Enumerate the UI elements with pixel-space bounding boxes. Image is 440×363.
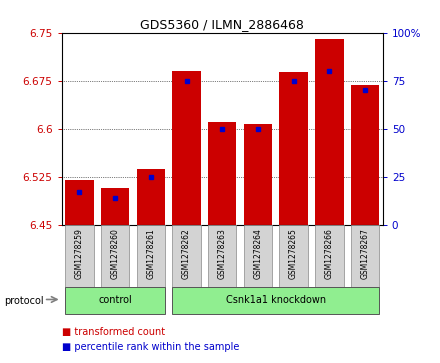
Text: GSM1278260: GSM1278260 <box>110 228 120 279</box>
Bar <box>315 39 344 225</box>
Bar <box>244 225 272 287</box>
Text: ■ transformed count: ■ transformed count <box>62 327 165 337</box>
Bar <box>351 85 379 225</box>
Text: GSM1278267: GSM1278267 <box>360 228 370 279</box>
Text: GSM1278264: GSM1278264 <box>253 228 262 279</box>
Bar <box>101 188 129 225</box>
Text: GSM1278262: GSM1278262 <box>182 228 191 279</box>
Bar <box>65 180 94 225</box>
Text: GSM1278263: GSM1278263 <box>218 228 227 279</box>
Text: control: control <box>98 295 132 305</box>
Bar <box>136 225 165 287</box>
Bar <box>172 71 201 225</box>
Bar <box>136 169 165 225</box>
Title: GDS5360 / ILMN_2886468: GDS5360 / ILMN_2886468 <box>140 19 304 32</box>
Bar <box>208 122 236 225</box>
Bar <box>351 225 379 287</box>
Bar <box>65 287 165 314</box>
Bar <box>315 225 344 287</box>
Bar <box>208 225 236 287</box>
Bar <box>172 287 379 314</box>
Text: GSM1278266: GSM1278266 <box>325 228 334 279</box>
Bar <box>65 225 94 287</box>
Bar <box>279 225 308 287</box>
Text: ■ percentile rank within the sample: ■ percentile rank within the sample <box>62 342 239 352</box>
Bar <box>279 73 308 225</box>
Text: protocol: protocol <box>4 295 44 306</box>
Text: GSM1278261: GSM1278261 <box>147 228 155 279</box>
Text: Csnk1a1 knockdown: Csnk1a1 knockdown <box>226 295 326 305</box>
Bar <box>172 225 201 287</box>
Text: GSM1278265: GSM1278265 <box>289 228 298 279</box>
Text: GSM1278259: GSM1278259 <box>75 228 84 279</box>
Bar <box>101 225 129 287</box>
Bar <box>244 124 272 225</box>
